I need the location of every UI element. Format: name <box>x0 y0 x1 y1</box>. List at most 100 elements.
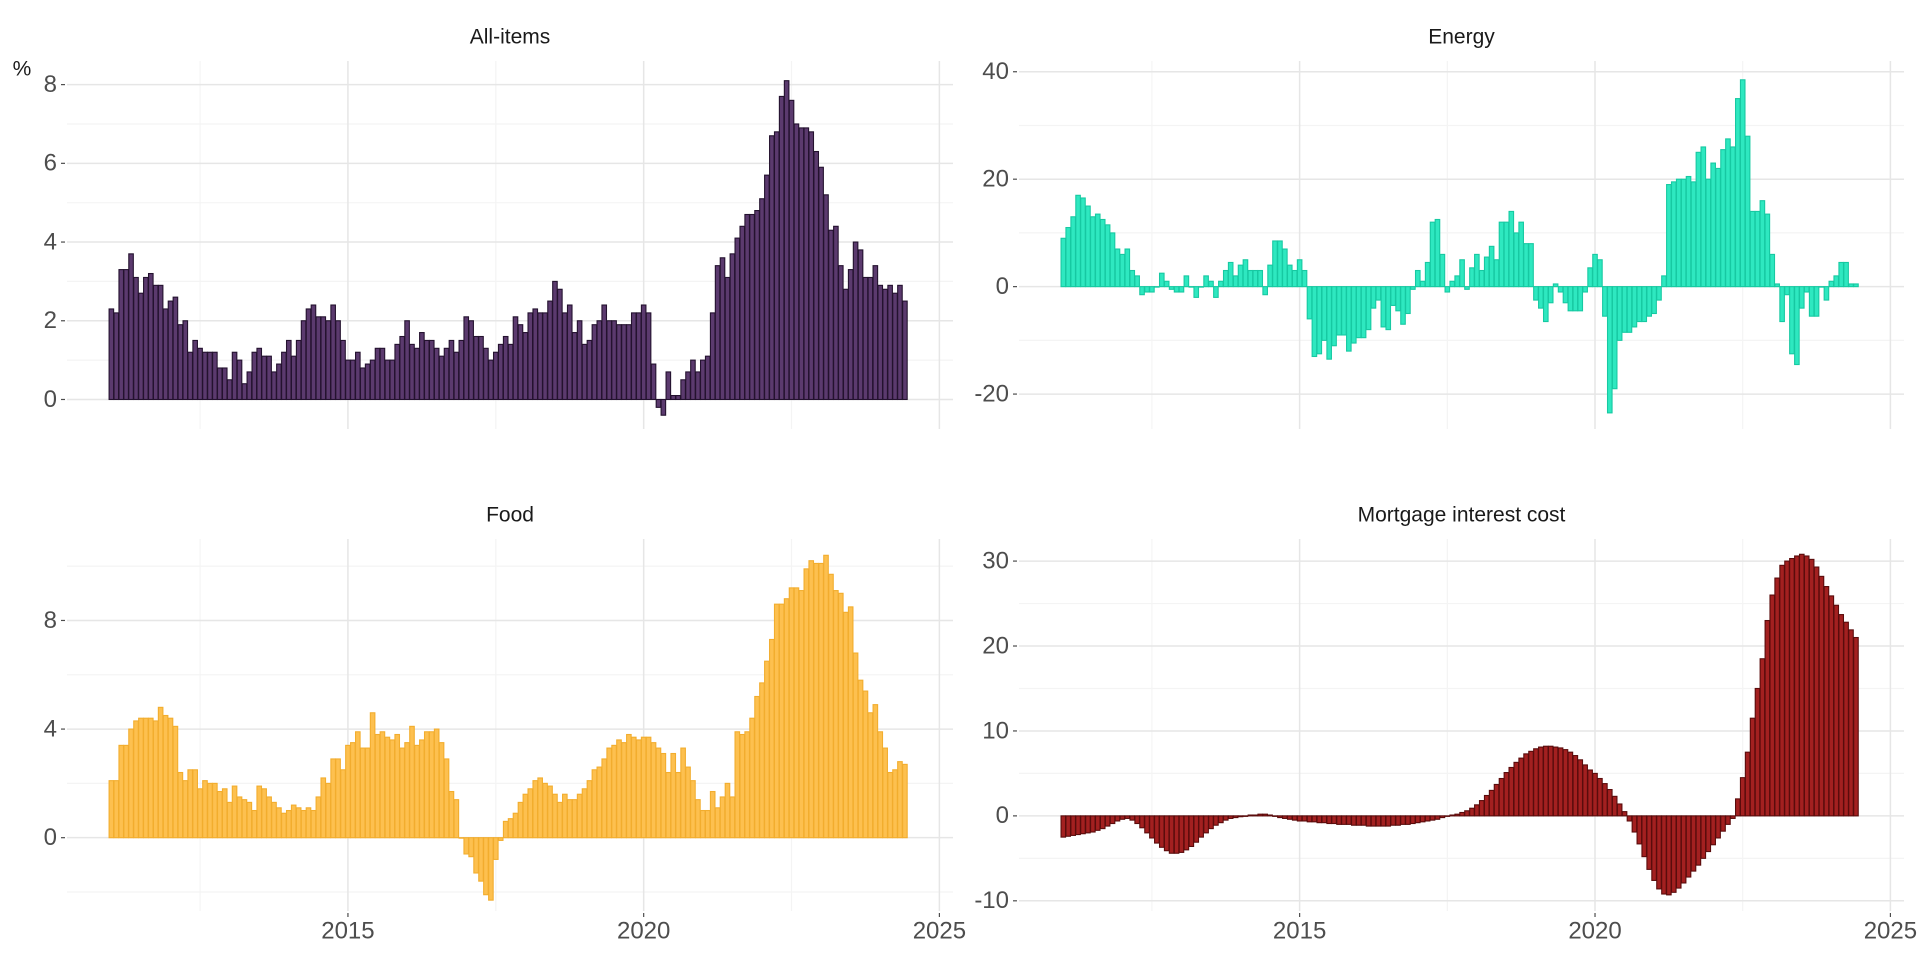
bar <box>1419 815 1426 823</box>
bar <box>833 225 839 401</box>
bar <box>1060 237 1067 288</box>
bar <box>552 793 558 839</box>
bar <box>1739 777 1746 817</box>
bar <box>1414 269 1421 288</box>
bar <box>1528 243 1534 288</box>
bar <box>1823 586 1830 817</box>
bar <box>1237 264 1244 288</box>
bar <box>468 837 474 858</box>
bar <box>1193 815 1200 843</box>
bar <box>1129 269 1136 288</box>
bar <box>1749 717 1756 817</box>
bar <box>1232 815 1239 819</box>
bar <box>1134 815 1140 825</box>
bar <box>335 320 341 401</box>
bar <box>1646 815 1653 870</box>
bar <box>251 809 258 839</box>
bar <box>744 213 750 401</box>
bar <box>1803 286 1810 293</box>
bar <box>207 351 213 401</box>
bar <box>1508 210 1515 288</box>
bar <box>266 355 272 401</box>
bar <box>1557 747 1564 817</box>
bar <box>724 782 731 839</box>
bar <box>1493 783 1500 817</box>
bar <box>626 324 632 401</box>
bar <box>1405 815 1411 825</box>
bar <box>162 308 169 401</box>
bar <box>433 728 440 839</box>
bar <box>1296 259 1303 288</box>
bar <box>1611 795 1618 817</box>
bar <box>1464 286 1470 290</box>
bar <box>576 320 583 401</box>
bar <box>630 736 637 839</box>
bar <box>241 799 248 839</box>
bar <box>1158 272 1165 288</box>
bar <box>320 316 327 401</box>
bar <box>1311 286 1318 358</box>
bar <box>1149 815 1155 839</box>
bar <box>1853 636 1859 817</box>
bar <box>1616 286 1623 341</box>
y-tick-label: 6 <box>44 150 57 177</box>
bar <box>1582 764 1588 817</box>
bar <box>601 758 608 839</box>
bar <box>552 280 558 401</box>
bar <box>1794 555 1800 817</box>
bar <box>803 127 810 401</box>
bar <box>167 300 174 401</box>
bar <box>221 367 228 401</box>
bar <box>1656 286 1662 301</box>
bar <box>1424 815 1431 822</box>
bar <box>404 742 410 839</box>
bar <box>1577 286 1584 312</box>
bar <box>152 720 159 839</box>
bar <box>1803 555 1810 817</box>
y-tick-label: 40 <box>982 58 1009 85</box>
y-tick-label: -20 <box>974 380 1009 407</box>
bar <box>1198 286 1204 288</box>
bar <box>660 752 667 839</box>
bar <box>1715 815 1721 839</box>
bar <box>616 739 622 839</box>
bar <box>1154 286 1160 288</box>
bar <box>1542 286 1549 323</box>
bar <box>1695 815 1702 866</box>
bar <box>1597 777 1603 817</box>
bar <box>1154 815 1160 844</box>
bar <box>1227 261 1234 288</box>
bar <box>226 801 233 839</box>
bar <box>438 742 445 839</box>
bar <box>1469 807 1475 817</box>
bar <box>867 712 874 839</box>
bar <box>1853 283 1859 288</box>
bar <box>1085 205 1091 288</box>
bar <box>621 324 627 401</box>
bar <box>872 265 879 401</box>
bar <box>862 276 869 401</box>
bar <box>897 284 903 401</box>
bar <box>133 276 139 401</box>
bar <box>1316 286 1323 355</box>
bar <box>1178 815 1185 853</box>
bar <box>773 131 780 401</box>
bar <box>862 690 869 839</box>
bar <box>290 355 297 401</box>
bar <box>384 736 391 839</box>
bar <box>798 590 805 839</box>
bar <box>778 603 785 839</box>
bar <box>1705 178 1712 288</box>
bar <box>1789 557 1795 817</box>
bar <box>1365 286 1372 331</box>
bar <box>842 611 849 839</box>
bar <box>1272 240 1278 288</box>
bar <box>1843 261 1849 288</box>
bar <box>1262 813 1268 817</box>
bar <box>1252 814 1259 817</box>
bar <box>315 796 322 839</box>
y-tick-label: 30 <box>982 547 1009 574</box>
bar <box>281 812 287 839</box>
bar <box>1759 658 1766 817</box>
bar <box>448 790 455 839</box>
